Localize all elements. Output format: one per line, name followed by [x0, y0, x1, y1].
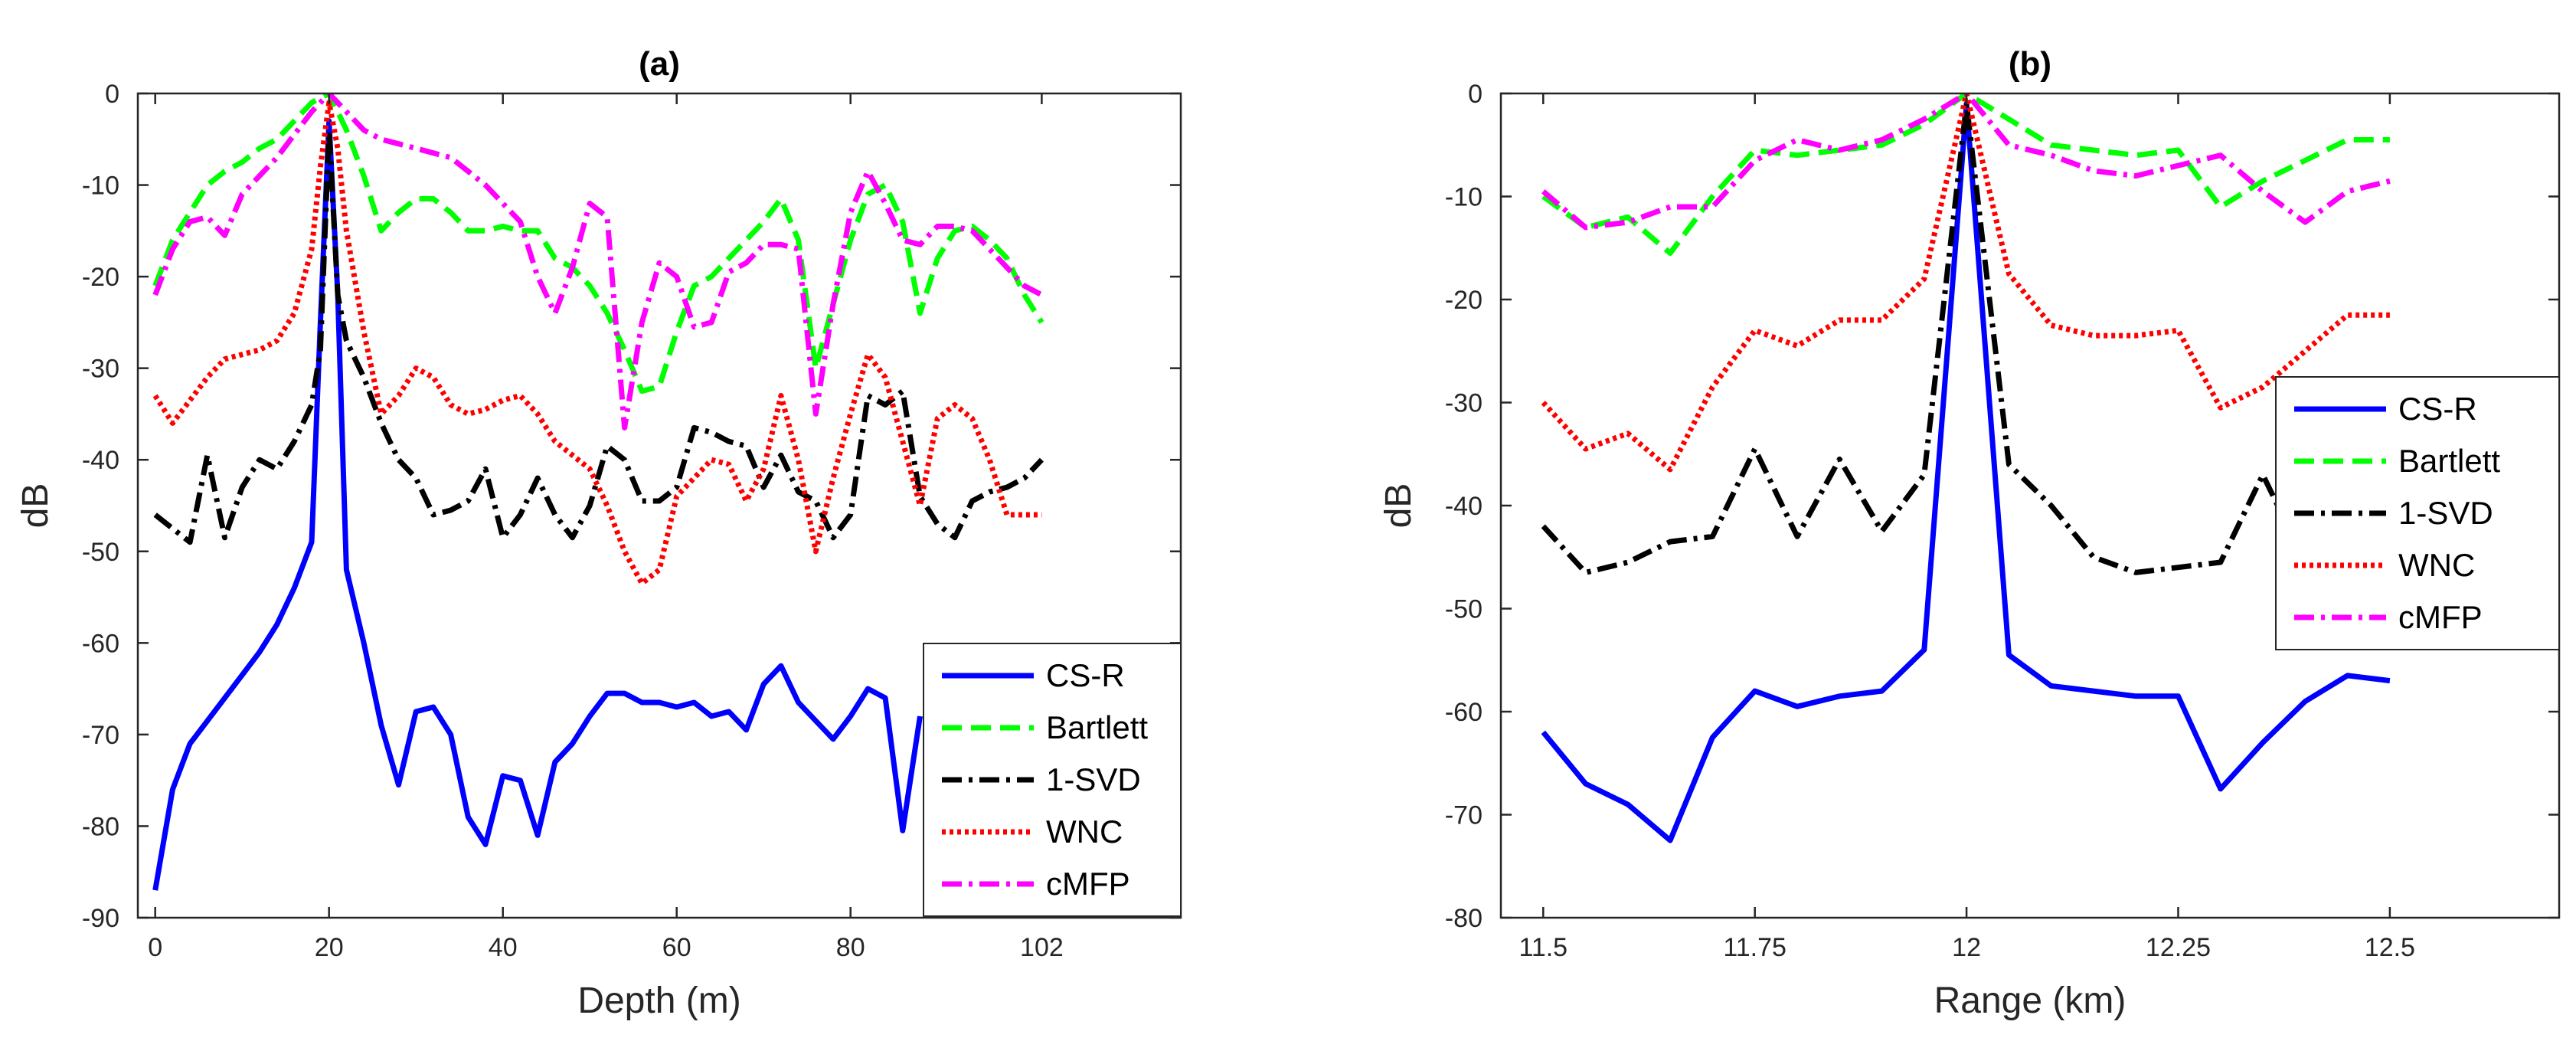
- y-tick-label: -70: [1445, 801, 1483, 830]
- legend-box: [923, 643, 1182, 917]
- y-axis-label-b: dB: [1378, 483, 1419, 529]
- chart-title-b: (b): [2009, 45, 2051, 83]
- x-tick-label: 12.25: [2146, 933, 2211, 962]
- y-tick-label: -80: [82, 812, 119, 841]
- y-tick-label: -70: [82, 721, 119, 750]
- y-tick-label: -50: [1445, 595, 1483, 624]
- legend-b: CS-R Bartlett 1-SVD WNC cMFP: [2275, 376, 2560, 650]
- y-tick-label: -10: [1445, 183, 1483, 212]
- series-line-1-svd-a: [153, 127, 1044, 545]
- series-line-cmfp-b: [1541, 93, 2391, 231]
- axes-box-a: [136, 92, 1182, 919]
- series-line-wnc-b: [1541, 93, 2390, 473]
- x-axis-label-a: Depth (m): [577, 981, 740, 1021]
- x-tick-label: 11.5: [1518, 933, 1568, 962]
- y-tick-label: -60: [82, 629, 119, 658]
- legend-label: CS-R: [1046, 657, 1125, 693]
- x-tick-label: 11.75: [1723, 933, 1787, 962]
- y-tick-label: -10: [82, 172, 119, 201]
- y-tick-label: -80: [1445, 904, 1483, 933]
- x-tick-label: 60: [662, 933, 691, 962]
- x-tick-label: 20: [315, 933, 344, 962]
- y-tick-label: -20: [1445, 286, 1483, 315]
- x-tick-label: 102: [1020, 933, 1064, 962]
- y-tick-label: 0: [1468, 80, 1483, 109]
- y-tick-label: -30: [1445, 389, 1483, 418]
- x-axis-label-b: Range (km): [1934, 981, 2127, 1021]
- legend-label: cMFP: [2398, 599, 2483, 635]
- y-tick-label: -60: [1445, 698, 1483, 727]
- x-tick-label: 0: [148, 933, 162, 962]
- panel-a: 0 -10 -20 -30 -40 -50 -60 -70 -80 -90 0 20 40 60 80 102…: [15, 45, 1182, 1021]
- chart-title-a: (a): [639, 45, 680, 83]
- y-axis-label-a: dB: [15, 483, 56, 529]
- x-tick-label: 80: [836, 933, 865, 962]
- legend-label: Bartlett: [2398, 443, 2500, 479]
- x-tick-label: 12: [1952, 933, 1981, 962]
- series-line-bartlett-a: [152, 93, 1044, 395]
- y-tick-label: -90: [82, 904, 119, 933]
- series-line-cmfp-a: [152, 93, 1044, 431]
- legend-label: WNC: [2398, 547, 2475, 583]
- y-tick-label: 0: [105, 80, 119, 109]
- legend-label: cMFP: [1046, 866, 1130, 902]
- legend-a: CS-R Bartlett 1-SVD WNC cMFP: [923, 643, 1182, 917]
- panel-b: 0 -10 -20 -30 -40 -50 -60 -70 -80 11.5 11.75 12 12.2…: [1378, 45, 2561, 1021]
- legend-label: Bartlett: [1046, 709, 1148, 745]
- x-tick-label: 12.5: [2365, 933, 2415, 962]
- legend-label: 1-SVD: [2398, 495, 2493, 531]
- legend-label: WNC: [1046, 814, 1123, 850]
- series-line-cs-r-a: [152, 118, 923, 891]
- legend-label: CS-R: [2398, 391, 2477, 427]
- y-tick-label: -40: [1445, 492, 1483, 521]
- x-tick-label: 40: [489, 933, 518, 962]
- legend-label: 1-SVD: [1046, 761, 1141, 797]
- y-tick-label: -30: [82, 355, 119, 384]
- y-tick-label: -50: [82, 538, 119, 567]
- series-line-bartlett-b: [1541, 93, 2390, 256]
- series-line-1-svd-b: [1541, 100, 2308, 575]
- y-tick-label: -40: [82, 446, 119, 475]
- y-tick-label: -20: [82, 263, 119, 292]
